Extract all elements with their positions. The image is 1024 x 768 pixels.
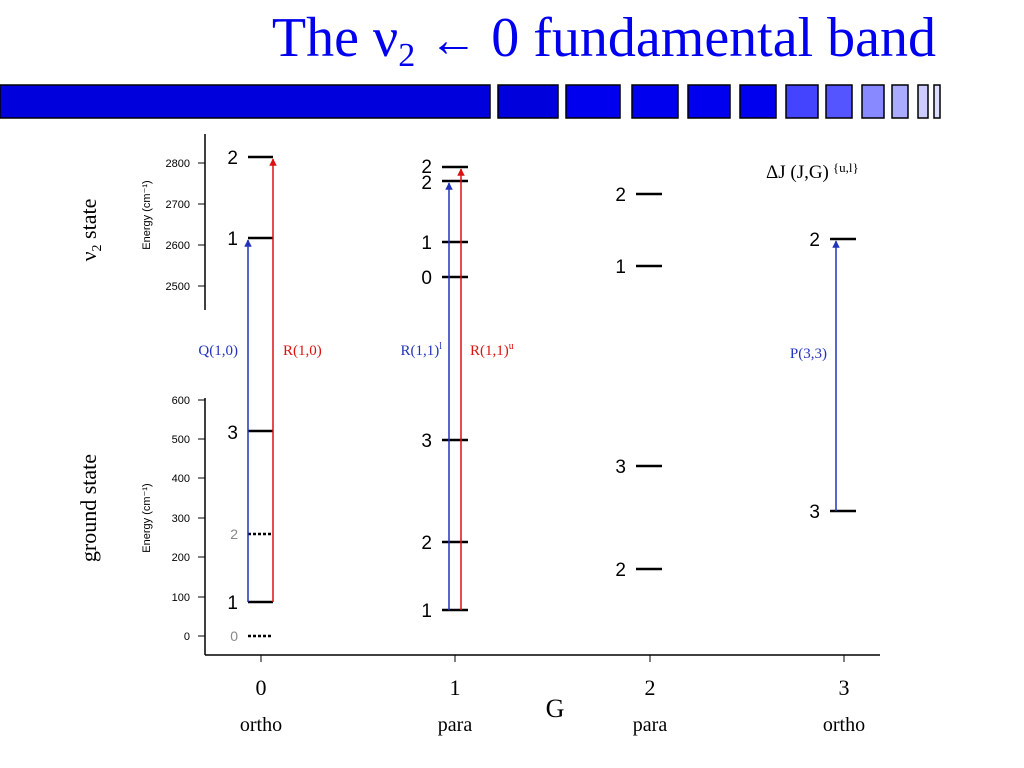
- g-tick-value: 2: [645, 675, 656, 700]
- upper-state-label: ν2 state: [76, 199, 105, 262]
- transition-p33: P(3,3): [790, 240, 840, 511]
- legend-label: ΔJ (J,G) {u,l}: [766, 160, 859, 183]
- lower-tick-label: 500: [172, 434, 190, 446]
- g-axis: 0 1 2 3 ortho para para ortho G: [205, 654, 880, 736]
- lower-tick-label: 100: [172, 592, 190, 604]
- transition-label: Q(1,0): [198, 343, 238, 359]
- level-label: 2: [421, 533, 432, 554]
- upper-tick-label: 2700: [166, 199, 190, 211]
- lower-tick-label: 200: [172, 552, 190, 564]
- lower-tick-label: 0: [184, 631, 190, 643]
- column-g3: 2 3: [809, 230, 856, 523]
- upper-tick-label: 2500: [166, 281, 190, 293]
- level-label: 2: [421, 173, 432, 194]
- lower-tick-label: 300: [172, 513, 190, 525]
- g-tick-value: 1: [450, 675, 461, 700]
- transition-r11-u: R(1,1)u: [457, 168, 514, 610]
- column-g1: 2 2 1 0 3 2 1: [421, 157, 468, 622]
- level-label: 1: [227, 593, 238, 614]
- level-label: 3: [615, 457, 626, 478]
- transition-label: R(1,1)u: [470, 341, 514, 359]
- slide-title: The ν2 ← 0 fundamental band: [271, 7, 936, 74]
- level-label: 2: [809, 230, 820, 251]
- level-label: 1: [615, 257, 626, 278]
- level-label: 2: [230, 526, 238, 542]
- level-label: 3: [809, 502, 820, 523]
- level-label: 0: [421, 268, 432, 289]
- upper-tick-label: 2600: [166, 240, 190, 252]
- level-label: 2: [615, 560, 626, 581]
- level-label: 3: [227, 423, 238, 444]
- transition-r10: R(1,0): [269, 158, 322, 602]
- level-label: 1: [421, 601, 432, 622]
- g-tick-type: para: [438, 714, 473, 736]
- title-decoration-bar: [0, 84, 941, 119]
- level-label: 1: [421, 233, 432, 254]
- transition-label: R(1,1)l: [400, 341, 442, 359]
- lower-y-axis-label: Energy (cm⁻¹): [141, 483, 153, 552]
- level-label: 1: [227, 229, 238, 250]
- g-axis-label: G: [546, 694, 565, 723]
- g-tick-type: para: [633, 714, 668, 736]
- level-label: 2: [227, 148, 238, 169]
- transition-r11-l: R(1,1)l: [400, 182, 453, 610]
- level-label: 2: [615, 185, 626, 206]
- transition-q10: Q(1,0): [198, 239, 252, 602]
- column-g0: 2 1 3 2 1 0: [227, 148, 273, 644]
- level-label: 0: [230, 628, 238, 644]
- upper-y-axis-label: Energy (cm⁻¹): [141, 180, 153, 249]
- g-tick-value: 3: [839, 675, 850, 700]
- ground-state-label: ground state: [76, 454, 101, 562]
- transition-label: P(3,3): [790, 346, 827, 362]
- upper-tick-label: 2800: [166, 158, 190, 170]
- lower-energy-axis: 600 500 400 300 200 100 0 Energy (cm⁻¹): [141, 395, 206, 655]
- g-tick-value: 0: [256, 675, 267, 700]
- level-label: 3: [421, 431, 432, 452]
- upper-energy-axis: 2800 2700 2600 2500 Energy (cm⁻¹): [141, 134, 206, 310]
- column-g2: 2 1 3 2: [615, 185, 662, 581]
- g-tick-type: ortho: [240, 714, 282, 736]
- lower-tick-label: 600: [172, 395, 190, 407]
- transition-label: R(1,0): [283, 343, 322, 359]
- lower-tick-label: 400: [172, 473, 190, 485]
- level-label: 2: [421, 157, 432, 178]
- g-tick-type: ortho: [823, 714, 865, 736]
